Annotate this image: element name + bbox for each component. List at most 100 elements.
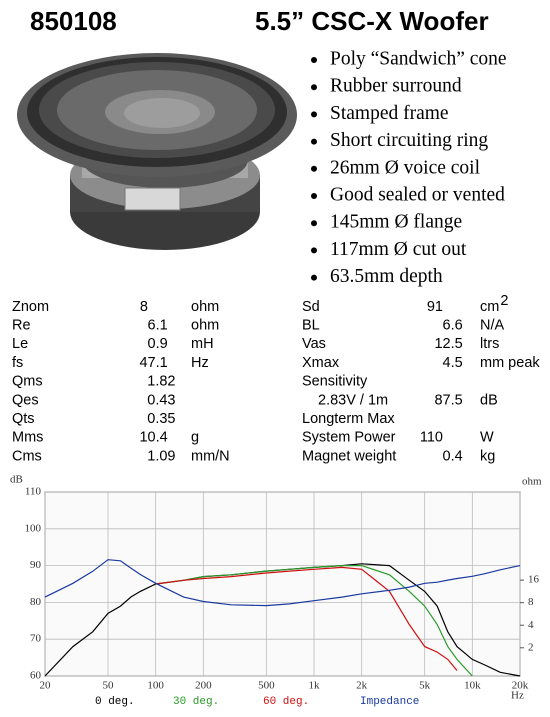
series-line	[155, 566, 458, 671]
series-line	[155, 565, 473, 677]
x-tick-label: 20	[40, 680, 52, 692]
x-tick-label: 10k	[464, 680, 481, 692]
spec-unit: dB	[480, 392, 498, 408]
product-title: 5.5” CSC-X Woofer	[255, 6, 489, 36]
spec-value: 1.82	[147, 374, 175, 390]
spec-name: BL	[302, 318, 320, 334]
feature: 26mm Ø voice coil	[330, 157, 481, 178]
spec-name: fs	[12, 355, 23, 371]
spec-name: Qms	[12, 374, 43, 390]
spec-value: 0.35	[147, 411, 175, 427]
spec-value: 0.4	[443, 448, 463, 464]
legend-entry: 60 deg.	[263, 696, 309, 708]
spec-value: 8	[140, 299, 148, 315]
feature: Rubber surround	[330, 76, 462, 97]
y-tick-label: 100	[25, 522, 42, 534]
spec-unit: ohm	[191, 318, 219, 334]
spec-table: Znom 8 ohm Re 6.1 ohm Le 0.9 mH fs 47.1 Hz Qms 1.82 Qe…	[12, 293, 540, 465]
x-tick-label: 50	[103, 680, 115, 692]
feature: Poly “Sandwich” cone	[330, 48, 507, 69]
spec-unit: kg	[480, 448, 495, 464]
y-tick-label: 90	[30, 559, 42, 571]
plot-area	[44, 491, 521, 677]
bullet-dot	[311, 165, 317, 172]
spec-name: Znom	[12, 299, 49, 315]
x-axis-label: Hz	[511, 690, 524, 702]
spec-value: 4.5	[443, 355, 463, 371]
spec-unit: N/A	[480, 318, 505, 334]
spec-name: Qes	[12, 392, 39, 408]
spec-name: 2.83V / 1m	[318, 392, 388, 408]
legend-entry: Impedance	[360, 696, 419, 708]
spec-unit-sup: 2	[500, 293, 508, 309]
model-number: 850108	[30, 6, 117, 36]
spec-unit: g	[191, 430, 199, 446]
y2-tick-label: 4	[528, 619, 534, 631]
x-tick-label: 500	[258, 680, 275, 692]
spec-name: Sensitivity	[302, 374, 368, 390]
bullet-dot	[311, 274, 317, 281]
legend-entry: 0 deg.	[95, 696, 135, 708]
spec-name: Mms	[12, 430, 43, 446]
spec-value: 12.5	[434, 336, 462, 352]
y-tick-label: 80	[30, 596, 42, 608]
spec-unit: mH	[191, 336, 214, 352]
spec-name: Xmax	[302, 355, 340, 371]
spec-name: Longterm Max	[302, 411, 395, 427]
spec-value: 6.1	[148, 318, 168, 334]
series-line	[44, 559, 521, 607]
spec-value: 1.09	[147, 448, 175, 464]
bullet-dot	[311, 193, 317, 199]
y2-tick-label: 2	[528, 641, 534, 653]
spec-unit: Hz	[191, 355, 209, 371]
bullet-dot	[311, 57, 317, 63]
x-tick-label: 100	[147, 680, 164, 692]
spec-unit: ltrs	[480, 336, 499, 352]
legend-entry: 30 deg.	[173, 696, 219, 708]
x-tick-label: 1k	[309, 680, 321, 692]
spec-value: 0.9	[148, 336, 168, 352]
spec-unit: mm peak	[480, 355, 540, 371]
spec-unit: W	[480, 430, 494, 446]
x-tick-label: 200	[195, 680, 212, 692]
spec-name: Sd	[302, 299, 320, 315]
spec-value: 6.6	[443, 318, 463, 334]
spec-unit: ohm	[191, 299, 219, 315]
spec-name: Magnet weight	[302, 448, 396, 464]
response-chart: 20 50 100 200 500 1k 2k 5k 10k 20k 60 70 80 90 100 110 2…	[10, 474, 542, 708]
spec-value: 110	[420, 430, 443, 446]
feature: Stamped frame	[330, 103, 449, 124]
spec-name: Qts	[12, 411, 35, 427]
feature: 63.5mm depth	[330, 266, 443, 287]
spec-name: Le	[12, 336, 28, 352]
spec-value: 87.5	[434, 392, 462, 408]
spec-unit: mm/N	[191, 448, 230, 464]
bullet-dot	[311, 247, 317, 254]
bullet-dot	[311, 84, 317, 91]
spec-name: Re	[12, 318, 31, 334]
y-tick-label: 110	[25, 486, 42, 498]
y2-tick-label: 8	[528, 596, 534, 608]
speaker-photo	[17, 53, 297, 250]
x-tick-label: 20k	[512, 680, 529, 692]
bullet-dot	[311, 138, 317, 145]
feature: 145mm Ø flange	[330, 212, 462, 233]
y2-tick-label: 16	[528, 574, 540, 586]
y-tick-label: 60	[30, 670, 42, 682]
spec-value: 0.43	[147, 392, 175, 408]
bullet-dot	[311, 111, 317, 118]
spec-name: Vas	[302, 336, 326, 352]
y-tick-label: 70	[30, 633, 42, 645]
x-tick-label: 2k	[356, 680, 368, 692]
spec-unit: cm	[480, 299, 499, 315]
spec-value: 47.1	[139, 355, 167, 371]
feature-list: Poly “Sandwich” cone Rubber surround Stamp…	[311, 48, 507, 287]
y-axis-label: dB	[10, 474, 23, 486]
feature: Short circuiting ring	[330, 130, 488, 151]
bullet-dot	[311, 220, 317, 227]
x-tick-label: 5k	[419, 680, 431, 692]
feature: 117mm Ø cut out	[330, 239, 467, 260]
spec-name: Cms	[12, 448, 42, 464]
y2-axis-label: ohm	[522, 476, 542, 488]
